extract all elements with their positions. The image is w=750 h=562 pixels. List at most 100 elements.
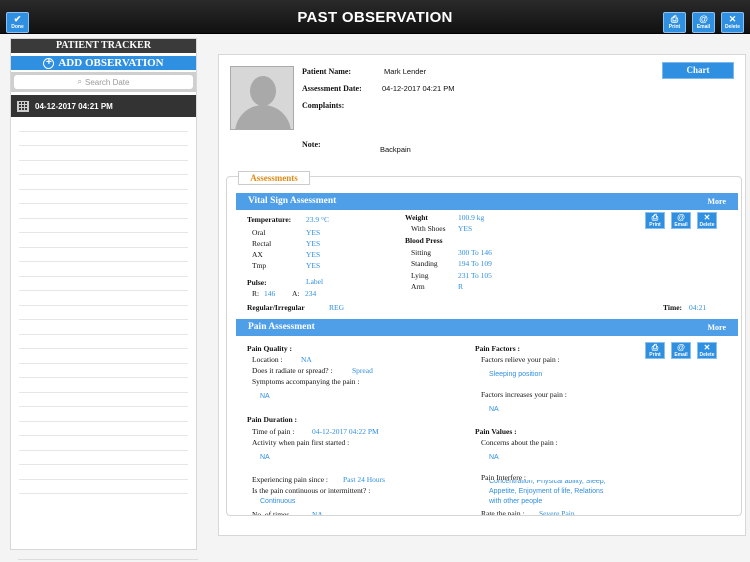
- empty-list-row: [19, 248, 188, 262]
- pain-duration-label: Pain Duration :: [247, 415, 298, 424]
- ax-value: YES: [306, 250, 321, 259]
- location-label: Location :: [252, 355, 283, 364]
- pain-delete-button[interactable]: ✕ Delete: [697, 342, 717, 359]
- empty-list-row: [19, 262, 188, 277]
- empty-list-row: [19, 219, 188, 233]
- assessments-panel: Vital Sign Assessment More Temperature: …: [226, 176, 742, 516]
- empty-list-row: [19, 407, 188, 422]
- arm-value: R: [458, 282, 464, 291]
- pain-quality-label: Pain Quality :: [247, 344, 293, 353]
- empty-list-row: [19, 349, 188, 364]
- delete-button[interactable]: ✕ Delete: [721, 12, 744, 33]
- temperature-label: Temperature:: [247, 215, 292, 224]
- activity-value: NA: [260, 454, 270, 461]
- note-value: Backpain: [380, 145, 411, 154]
- pain-email-button[interactable]: @ Email: [671, 342, 691, 359]
- r-value: 146: [264, 289, 276, 298]
- regular-value: REG: [329, 303, 344, 312]
- assessment-date: 04-12-2017 04:21 PM: [382, 84, 455, 93]
- empty-list-row: [19, 306, 188, 320]
- interfere-value-line-1: Concentration, Physical ability, Sleep,: [489, 480, 606, 485]
- activity-label: Activity when pain first started :: [252, 438, 350, 447]
- standing-label: Standing: [411, 259, 438, 268]
- oral-value: YES: [306, 228, 321, 237]
- printer-icon: ⎙: [651, 213, 659, 222]
- close-icon: ✕: [728, 14, 737, 24]
- empty-list-row: [19, 277, 188, 291]
- relieve-value: Sleeping position: [489, 371, 543, 378]
- ax-label: AX: [252, 250, 263, 259]
- pulse-value: Label: [306, 277, 324, 286]
- empty-list-row: [19, 480, 188, 494]
- email-button[interactable]: @ Email: [692, 12, 715, 33]
- done-button[interactable]: ✔ Done: [6, 12, 29, 33]
- continuous-label: Is the pain continuous or intermittent? …: [252, 486, 371, 495]
- with-shoes-label: With Shoes: [411, 224, 446, 233]
- rate-label: Rate the pain :: [481, 509, 525, 515]
- observation-list: [11, 117, 196, 494]
- search-icon: ⌕: [77, 77, 82, 86]
- rate-value: Severe Pain: [539, 509, 575, 515]
- print-button[interactable]: ⎙ Print: [663, 12, 686, 33]
- sidebar: PATIENT TRACKER + ADD OBSERVATION ⌕ Sear…: [10, 38, 197, 550]
- top-bar: ✔ Done PAST OBSERVATION ⎙ Print @ Email ✕ De…: [0, 0, 750, 34]
- time-value: 04:21: [689, 303, 707, 312]
- search-input[interactable]: ⌕ Search Date: [14, 75, 193, 89]
- empty-list-row: [19, 422, 188, 436]
- pain-print-button[interactable]: ⎙ Print: [645, 342, 665, 359]
- concerns-label: Concerns about the pain :: [481, 438, 558, 447]
- empty-list-row: [19, 291, 188, 306]
- increase-value: NA: [489, 406, 499, 413]
- vital-delete-button[interactable]: ✕ Delete: [697, 212, 717, 229]
- chart-button[interactable]: Chart: [662, 62, 734, 79]
- relieve-label: Factors relieve your pain :: [481, 355, 560, 364]
- a-value: 234: [305, 289, 317, 298]
- time-of-pain-label: Time of pain :: [252, 427, 295, 436]
- tab-assessments[interactable]: Assessments: [238, 171, 310, 185]
- assessment-date-label: Assessment Date:: [302, 84, 362, 93]
- sidebar-title: PATIENT TRACKER: [11, 39, 196, 53]
- patient-name: Mark Lender: [384, 67, 427, 76]
- rectal-value: YES: [306, 239, 321, 248]
- divider: [18, 559, 198, 560]
- interfere-value-line-2: Appetite, Enjoyment of life, Relations: [489, 488, 604, 495]
- page-title: PAST OBSERVATION: [297, 9, 453, 26]
- pain-values-label: Pain Values :: [475, 427, 517, 436]
- empty-list-row: [19, 465, 188, 480]
- pain-more-link[interactable]: More: [707, 323, 726, 332]
- vital-more-link[interactable]: More: [707, 197, 726, 206]
- symptoms-value: NA: [260, 393, 270, 400]
- tmp-label: Tmp: [252, 261, 267, 270]
- add-observation-button[interactable]: + ADD OBSERVATION: [11, 56, 196, 70]
- close-icon: ✕: [703, 213, 711, 222]
- standing-value: 194 To 109: [458, 259, 492, 268]
- times-value: NA: [312, 510, 323, 515]
- empty-list-row: [19, 132, 188, 146]
- empty-list-row: [19, 146, 188, 161]
- radiate-label: Does it radiate or spread? :: [252, 366, 333, 375]
- vital-email-button[interactable]: @ Email: [671, 212, 691, 229]
- pain-assessment-header: Pain Assessment More: [236, 319, 738, 336]
- printer-icon: ⎙: [651, 343, 659, 352]
- empty-list-row: [19, 204, 188, 219]
- times-label: No. of times: [252, 510, 290, 515]
- empty-list-row: [19, 175, 188, 190]
- at-icon: @: [677, 343, 685, 352]
- since-label: Experiencing pain since :: [252, 475, 329, 484]
- empty-list-row: [19, 393, 188, 407]
- pain-factors-label: Pain Factors :: [475, 344, 520, 353]
- calendar-icon: [17, 100, 29, 112]
- r-label: R:: [252, 289, 260, 298]
- empty-list-row: [19, 117, 188, 132]
- blood-press-label: Blood Press: [405, 236, 443, 245]
- close-icon: ✕: [703, 343, 711, 352]
- continuous-value: Continuous: [260, 498, 296, 505]
- list-item[interactable]: 04-12-2017 04:21 PM: [11, 95, 196, 117]
- vital-print-button[interactable]: ⎙ Print: [645, 212, 665, 229]
- empty-list-row: [19, 378, 188, 393]
- plus-circle-icon: +: [43, 57, 55, 69]
- note-label: Note:: [302, 140, 321, 149]
- weight-value: 100.9 kg: [458, 213, 485, 222]
- weight-label: Weight: [405, 213, 428, 222]
- patient-avatar: [230, 66, 294, 130]
